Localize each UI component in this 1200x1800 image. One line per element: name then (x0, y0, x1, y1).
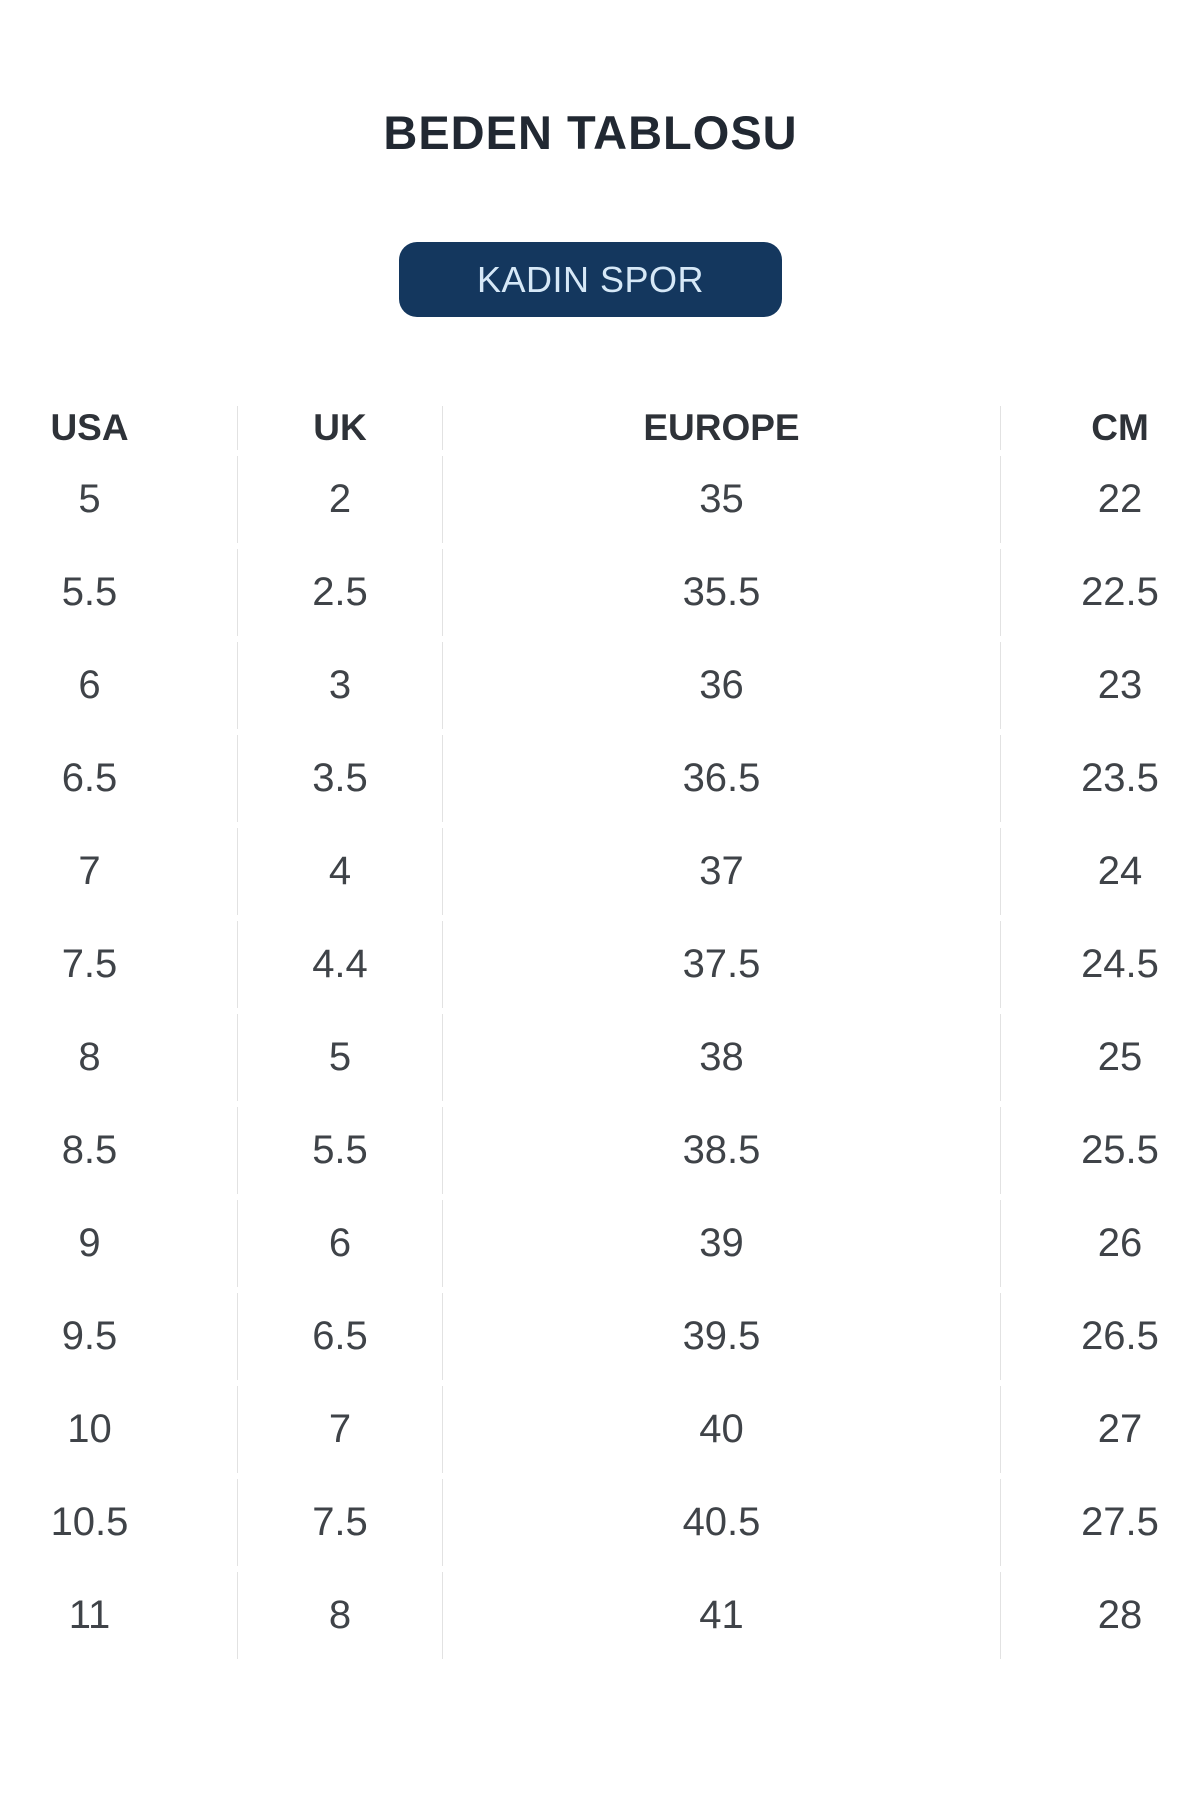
table-row: 9 6 39 26 (0, 1200, 1200, 1287)
size-cell-uk: 4.4 (238, 921, 443, 1008)
size-cell-europe: 36 (443, 642, 1001, 729)
size-table-body: 5 2 35 22 5.5 2.5 35.5 22.5 6 3 36 23 6.… (0, 456, 1200, 1659)
table-row: 11 8 41 28 (0, 1572, 1200, 1659)
table-row: 9.5 6.5 39.5 26.5 (0, 1293, 1200, 1380)
size-cell-cm: 22.5 (1081, 570, 1159, 614)
size-cell-usa: 7 (0, 828, 238, 915)
size-cell-europe: 40 (443, 1386, 1001, 1473)
size-cell-usa: 6 (0, 642, 238, 729)
size-cell-uk: 7 (238, 1386, 443, 1473)
size-cell-usa: 11 (0, 1572, 238, 1659)
size-cell-uk: 3 (238, 642, 443, 729)
size-cell-europe: 37.5 (443, 921, 1001, 1008)
size-cell-cm: 26.5 (1081, 1314, 1159, 1358)
column-header-usa: USA (0, 406, 238, 450)
table-row: 6 3 36 23 (0, 642, 1200, 729)
column-header-europe: EUROPE (443, 406, 1001, 450)
size-table: USA UK EUROPE CM 5 2 35 22 5.5 2.5 35.5 … (0, 400, 1200, 1665)
size-cell-usa: 9.5 (0, 1293, 238, 1380)
size-cell-europe: 35.5 (443, 549, 1001, 636)
size-cell-europe: 41 (443, 1572, 1001, 1659)
size-cell-uk: 8 (238, 1572, 443, 1659)
table-row: 5.5 2.5 35.5 22.5 (0, 549, 1200, 636)
size-cell-europe: 39 (443, 1200, 1001, 1287)
size-cell-europe: 39.5 (443, 1293, 1001, 1380)
size-cell-usa: 8 (0, 1014, 238, 1101)
size-cell-uk: 6.5 (238, 1293, 443, 1380)
header-row: USA UK EUROPE CM (0, 406, 1200, 450)
size-cell-cm: 24.5 (1081, 942, 1159, 986)
table-row: 5 2 35 22 (0, 456, 1200, 543)
column-header-cm: CM (1091, 407, 1149, 448)
table-row: 7.5 4.4 37.5 24.5 (0, 921, 1200, 1008)
size-cell-usa: 7.5 (0, 921, 238, 1008)
size-cell-europe: 36.5 (443, 735, 1001, 822)
size-cell-cm: 28 (1097, 1593, 1143, 1637)
category-button-kadin-spor[interactable]: KADIN SPOR (399, 242, 782, 317)
size-cell-europe: 35 (443, 456, 1001, 543)
size-cell-europe: 37 (443, 828, 1001, 915)
size-cell-cm: 27 (1097, 1407, 1143, 1451)
size-cell-uk: 5 (238, 1014, 443, 1101)
column-header-uk: UK (238, 406, 443, 450)
size-cell-cm: 27.5 (1081, 1500, 1159, 1544)
size-cell-europe: 38.5 (443, 1107, 1001, 1194)
size-cell-cm: 24 (1097, 849, 1143, 893)
size-cell-europe: 38 (443, 1014, 1001, 1101)
size-cell-cm: 23.5 (1081, 756, 1159, 800)
size-cell-cm: 26 (1097, 1221, 1143, 1265)
size-cell-cm: 25 (1097, 1035, 1143, 1079)
size-cell-usa: 5.5 (0, 549, 238, 636)
table-row: 8.5 5.5 38.5 25.5 (0, 1107, 1200, 1194)
size-cell-uk: 4 (238, 828, 443, 915)
table-row: 8 5 38 25 (0, 1014, 1200, 1101)
size-cell-uk: 5.5 (238, 1107, 443, 1194)
table-row: 7 4 37 24 (0, 828, 1200, 915)
size-cell-uk: 6 (238, 1200, 443, 1287)
size-cell-usa: 10 (0, 1386, 238, 1473)
size-cell-usa: 5 (0, 456, 238, 543)
size-cell-cm: 22 (1097, 477, 1143, 521)
table-row: 6.5 3.5 36.5 23.5 (0, 735, 1200, 822)
size-cell-uk: 2.5 (238, 549, 443, 636)
size-table-header: USA UK EUROPE CM (0, 406, 1200, 450)
table-row: 10.5 7.5 40.5 27.5 (0, 1479, 1200, 1566)
size-cell-uk: 3.5 (238, 735, 443, 822)
size-cell-uk: 2 (238, 456, 443, 543)
table-row: 10 7 40 27 (0, 1386, 1200, 1473)
size-cell-usa: 10.5 (0, 1479, 238, 1566)
size-cell-uk: 7.5 (238, 1479, 443, 1566)
page-title: BEDEN TABLOSU (383, 106, 798, 159)
size-cell-cm: 23 (1097, 663, 1143, 707)
size-cell-cm: 25.5 (1081, 1128, 1159, 1172)
size-cell-usa: 8.5 (0, 1107, 238, 1194)
size-cell-usa: 9 (0, 1200, 238, 1287)
size-cell-usa: 6.5 (0, 735, 238, 822)
size-cell-europe: 40.5 (443, 1479, 1001, 1566)
